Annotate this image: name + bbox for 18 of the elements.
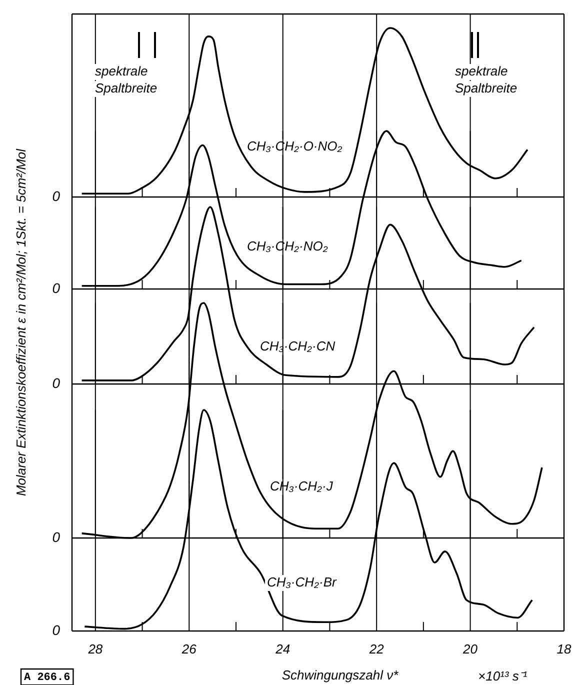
x-tick-label: 18 xyxy=(556,642,572,657)
annotation: spektrale Spaltbreite xyxy=(95,64,158,96)
text: ×10¹³ s⁻¹ xyxy=(478,668,528,684)
y-axis-title: Molarer Extinktionskoeffizient ε in cm²/Mol; 1Skt. = 5cm²/Mol xyxy=(14,148,29,496)
text: 0 xyxy=(52,374,60,391)
text: 0 xyxy=(52,280,60,296)
annotation: spektrale Spaltbreite xyxy=(455,64,518,96)
x-axis-title: Schwingungszahl ν* xyxy=(282,668,400,683)
text: A 266.6 xyxy=(24,672,70,684)
text: 0 xyxy=(52,188,60,204)
x-tick-label: 24 xyxy=(274,642,290,657)
text: 0 xyxy=(52,622,60,638)
text: 0 xyxy=(52,528,60,545)
x-tick-label: 28 xyxy=(87,642,104,657)
x-tick-label: 22 xyxy=(368,642,385,657)
x-tick-label: 26 xyxy=(180,642,198,657)
series-label: CH₃·CH₂·Br xyxy=(267,574,337,590)
x-tick-label: 20 xyxy=(462,642,478,657)
